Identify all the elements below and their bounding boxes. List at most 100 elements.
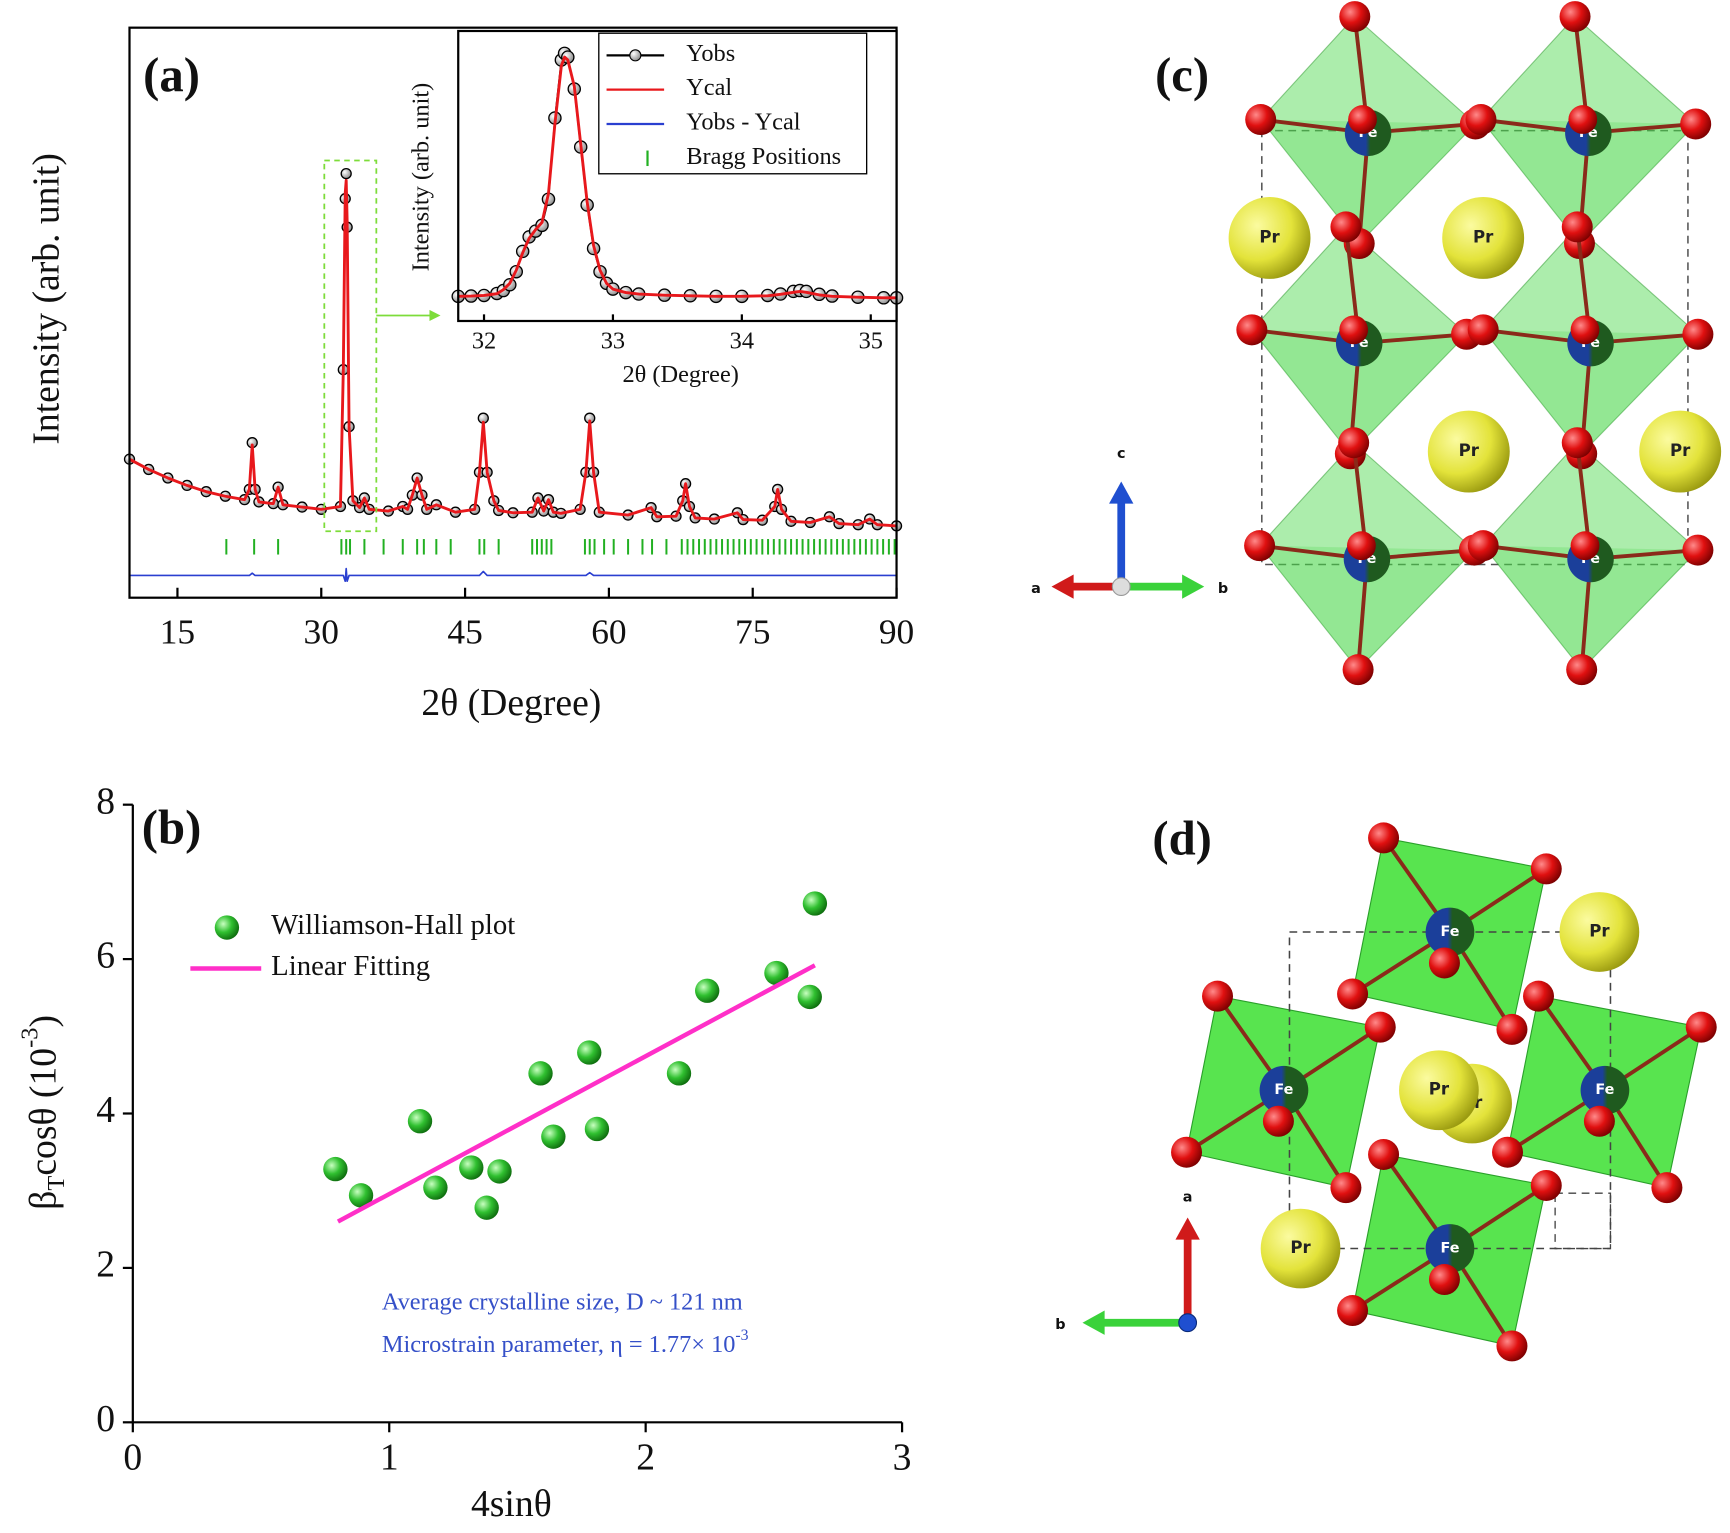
o-atom: [1262, 1105, 1294, 1137]
fe-atom: [1580, 1065, 1630, 1115]
legend-label: Bragg Positions: [686, 143, 841, 170]
o-atom: [1364, 1011, 1396, 1043]
data-point: [797, 984, 822, 1010]
data-point: [541, 1124, 566, 1149]
fe-atom-label: Fe: [1440, 1241, 1459, 1257]
axis-origin: [1111, 577, 1131, 597]
text-part: β: [22, 1191, 64, 1210]
o-atom: [1570, 315, 1600, 345]
y-tick-label: 6: [96, 935, 115, 977]
o-atom: [1496, 1330, 1528, 1362]
pr-atom-label: Pr: [1670, 441, 1691, 460]
o-atom: [1342, 654, 1374, 686]
o-atom: [1682, 318, 1714, 350]
pr-atom: [1260, 1208, 1341, 1289]
o-atom: [1680, 108, 1712, 140]
o-atom: [1202, 980, 1234, 1012]
x-tick-label: 32: [472, 328, 496, 355]
o-atom: [1465, 104, 1497, 136]
x-tick-label: 35: [859, 328, 883, 355]
y-axis-label: Intensity (arb. unit): [407, 83, 434, 272]
fe-atom: [1425, 907, 1475, 957]
panel-label: (a): [143, 48, 200, 102]
pr-atom: [1399, 1050, 1479, 1131]
o-atom: [1568, 105, 1598, 134]
data-point: [764, 960, 789, 986]
legend-label: Linear Fitting: [271, 950, 430, 982]
o-atom: [1467, 530, 1499, 562]
text-part: T: [42, 1176, 69, 1191]
o-atom: [1530, 1169, 1562, 1201]
unit-cell-corner: [1554, 1192, 1612, 1250]
series-line: [458, 55, 897, 300]
o-atom: [1339, 315, 1369, 345]
pr-atom-label: Pr: [1429, 1080, 1450, 1099]
text-part: -3: [735, 1327, 748, 1344]
pr-atom-label: Pr: [1589, 921, 1610, 940]
x-tick-label: 75: [735, 611, 770, 651]
fe-atom-label: Fe: [1595, 1082, 1614, 1098]
o-atom: [1330, 1172, 1362, 1204]
pr-atom: [1442, 197, 1525, 279]
axis-b-head: [1082, 1310, 1105, 1335]
data-point: [407, 1109, 433, 1134]
x-tick-label: 90: [879, 611, 914, 651]
y-axis-label: Intensity (arb. unit): [25, 153, 67, 445]
plot-frame: [457, 29, 898, 323]
legend-marker: [629, 49, 642, 62]
o-atom: [1559, 1, 1591, 33]
x-tick-label: 34: [730, 328, 754, 355]
o-atom: [1368, 822, 1400, 854]
o-atom: [1496, 1013, 1528, 1045]
data-point: [487, 1159, 512, 1184]
text-part: -3: [16, 1028, 43, 1048]
axis-label: c: [1117, 446, 1126, 462]
x-tick-label: 15: [160, 611, 195, 651]
octahedron-face: [1259, 545, 1475, 670]
o-atom: [1651, 1172, 1683, 1204]
x-axis-label: 4sinθ: [471, 1483, 552, 1525]
octahedron-face: [1483, 545, 1698, 670]
axis-a-head: [1051, 574, 1074, 599]
x-tick-label: 30: [304, 611, 339, 651]
y-tick-label: 0: [96, 1398, 115, 1440]
data-point: [802, 891, 828, 916]
o-atom: [1492, 1136, 1524, 1168]
panel-label: (d): [1152, 812, 1212, 866]
legend-marker: [214, 915, 240, 940]
series-line: [129, 567, 897, 583]
pr-atom-label: Pr: [1259, 227, 1280, 246]
axis-b-head: [1182, 574, 1205, 599]
fe-atom: [1425, 1224, 1475, 1273]
annotation: Average crystalline size, D ~ 121 nm: [382, 1288, 743, 1315]
y-axis-label: βTcosθ (10-3): [16, 1015, 69, 1210]
y-tick-label: 8: [96, 780, 115, 822]
zoom-box: [323, 159, 378, 533]
axis-label: b: [1055, 1317, 1065, 1333]
data-point: [459, 1155, 484, 1180]
data-point: [423, 1175, 448, 1200]
pr-atom: [1427, 410, 1510, 493]
y-tick-label: 2: [96, 1244, 115, 1286]
o-atom: [1244, 530, 1276, 562]
series-line: [128, 179, 897, 528]
x-tick-label: 1: [380, 1437, 399, 1479]
o-atom: [1523, 980, 1555, 1012]
octahedron-face: [1480, 119, 1696, 244]
pr-atom-label: Pr: [1290, 1238, 1311, 1257]
legend-label: Williamson-Hall plot: [271, 909, 515, 941]
o-atom: [1685, 1011, 1717, 1043]
o-atom: [1337, 978, 1369, 1010]
o-atom: [1171, 1136, 1203, 1168]
zoom-arrow-head: [429, 309, 441, 321]
o-atom: [1338, 427, 1370, 459]
o-atom: [1467, 314, 1499, 346]
data-point: [695, 978, 720, 1003]
o-atom: [1330, 211, 1362, 243]
data-point: [584, 1116, 610, 1142]
x-tick-label: 45: [447, 611, 482, 651]
axis-label: a: [1183, 1190, 1193, 1206]
data-point: [577, 1040, 602, 1065]
o-atom: [1348, 105, 1377, 134]
